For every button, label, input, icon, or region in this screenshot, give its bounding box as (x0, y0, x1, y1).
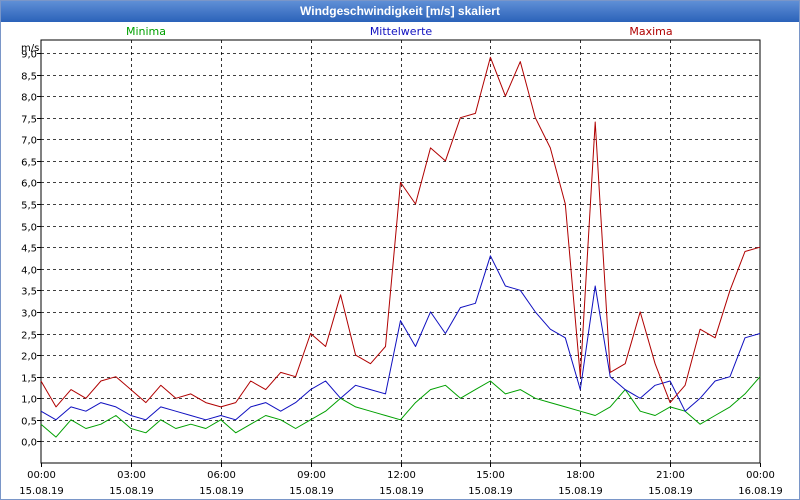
y-tick-label: 6,0 (21, 179, 37, 190)
y-tick-label: 7,0 (21, 136, 37, 147)
series-line-mittelwerte (40, 255, 761, 421)
x-tick-date-label: 15.08.19 (289, 486, 334, 497)
x-tick-time-label: 21:00 (656, 470, 685, 481)
y-tick-label: 3,5 (21, 287, 37, 298)
y-tick-label: 5,5 (21, 201, 37, 212)
series-line-minima (40, 376, 761, 438)
y-tick-label: 4,0 (21, 266, 37, 277)
chart-title: Windgeschwindigkeit [m/s] skaliert (1, 1, 799, 22)
plot-area-border (40, 39, 761, 464)
y-tick-label: 3,0 (21, 309, 37, 320)
x-tick-date-label: 15.08.19 (468, 486, 513, 497)
x-tick-date-label: 15.08.19 (199, 486, 244, 497)
x-tick-time-label: 12:00 (387, 470, 416, 481)
legend-mittelwerte: Mittelwerte (370, 25, 433, 38)
y-tick-label: 4,5 (21, 244, 37, 255)
x-tick-date-label: 16.08.19 (738, 486, 783, 497)
legend-maxima: Maxima (629, 25, 672, 38)
y-tick-label: 7,5 (21, 115, 37, 126)
y-tick-label: 5,0 (21, 223, 37, 234)
legend-minima: Minima (126, 25, 166, 38)
x-tick-time-label: 03:00 (117, 470, 146, 481)
x-tick-date-label: 15.08.19 (558, 486, 603, 497)
y-tick-label: 8,0 (21, 93, 37, 104)
series-line-maxima (40, 56, 761, 408)
y-tick-label: 2,5 (21, 331, 37, 342)
x-tick-time-label: 00:00 (27, 470, 56, 481)
y-tick-label: 8,5 (21, 72, 37, 83)
x-tick-date-label: 15.08.19 (109, 486, 154, 497)
x-tick-time-label: 06:00 (207, 470, 236, 481)
x-tick-time-label: 15:00 (476, 470, 505, 481)
x-tick-date-label: 15.08.19 (648, 486, 693, 497)
y-tick-label: 0,5 (21, 417, 37, 428)
y-tick-label: 1,0 (21, 395, 37, 406)
x-tick-date-label: 15.08.19 (19, 486, 64, 497)
y-tick-label: 2,0 (21, 352, 37, 363)
y-tick-label: 0,0 (21, 438, 37, 449)
x-tick-time-label: 09:00 (297, 470, 326, 481)
x-tick-date-label: 15.08.19 (379, 486, 424, 497)
y-tick-label: 9,0 (21, 50, 37, 61)
y-axis-label: m/s (21, 43, 39, 54)
y-tick-label: 6,5 (21, 158, 37, 169)
x-tick-time-label: 00:00 (746, 470, 775, 481)
y-tick-label: 1,5 (21, 374, 37, 385)
x-tick-time-label: 18:00 (566, 470, 595, 481)
